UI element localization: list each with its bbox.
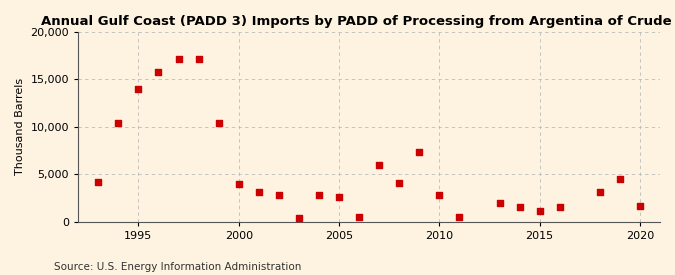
Point xyxy=(434,193,445,197)
Point xyxy=(273,193,284,197)
Point xyxy=(133,87,144,91)
Point xyxy=(314,193,325,197)
Point xyxy=(253,190,264,194)
Point xyxy=(113,121,124,125)
Point xyxy=(394,181,404,185)
Y-axis label: Thousand Barrels: Thousand Barrels xyxy=(15,78,25,175)
Point xyxy=(193,57,204,62)
Point xyxy=(173,56,184,61)
Point xyxy=(595,190,605,194)
Point xyxy=(153,70,164,74)
Point xyxy=(534,209,545,213)
Point xyxy=(414,149,425,154)
Title: Annual Gulf Coast (PADD 3) Imports by PADD of Processing from Argentina of Crude: Annual Gulf Coast (PADD 3) Imports by PA… xyxy=(41,15,675,28)
Point xyxy=(614,177,625,181)
Point xyxy=(374,163,385,167)
Point xyxy=(333,195,344,199)
Point xyxy=(454,215,465,219)
Point xyxy=(294,216,304,221)
Text: Source: U.S. Energy Information Administration: Source: U.S. Energy Information Administ… xyxy=(54,262,301,272)
Point xyxy=(234,182,244,186)
Point xyxy=(494,200,505,205)
Point xyxy=(554,205,565,210)
Point xyxy=(634,204,645,208)
Point xyxy=(213,121,224,125)
Point xyxy=(514,204,525,209)
Point xyxy=(93,180,104,184)
Point xyxy=(354,215,364,219)
